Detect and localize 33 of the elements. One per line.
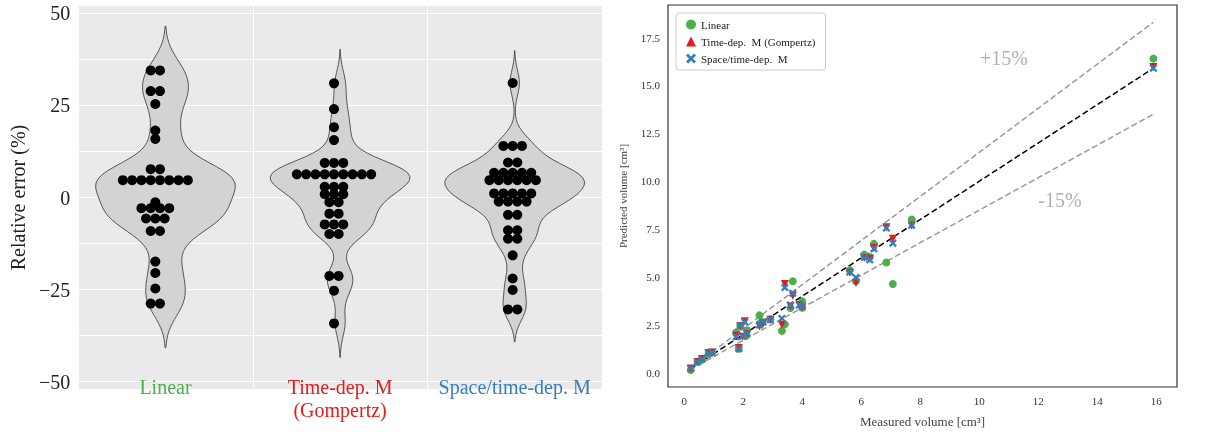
annotation: +15% <box>979 47 1028 70</box>
x-tick-label: 10 <box>973 394 986 407</box>
y-tick-label: 17.5 <box>640 31 661 44</box>
x-axis-title: Measured volume [cm³] <box>859 414 986 429</box>
x-tick-label: 8 <box>917 394 924 407</box>
y-tick-label: −25 <box>38 278 71 301</box>
x-tick-label: 6 <box>858 394 865 407</box>
y-tick-label: 0 <box>60 186 71 209</box>
y-tick-label: 15.0 <box>640 79 661 92</box>
y-axis-title: Relative error (%) <box>7 124 30 271</box>
y-tick-label: 12.5 <box>640 127 661 140</box>
annotation: -15% <box>1038 188 1082 211</box>
y-tick-label: 2.5 <box>646 318 661 331</box>
y-tick-label: −50 <box>38 370 71 393</box>
x-tick-label: Space/time-dep. M <box>438 375 591 399</box>
x-tick-label: 4 <box>799 394 806 407</box>
y-axis-title: Predicted volume [cm³] <box>616 143 629 249</box>
y-tick-label: 0.0 <box>646 366 661 379</box>
x-tick-label: 2 <box>740 394 746 407</box>
y-tick-label: 5.0 <box>646 271 661 284</box>
x-tick-label: Linear <box>139 375 192 398</box>
x-tick-label: 16 <box>1150 394 1163 407</box>
y-tick-label: 50 <box>50 2 71 25</box>
x-tick-label: 14 <box>1091 394 1104 407</box>
x-tick-label: Time-dep. M (Gompertz) <box>287 375 393 422</box>
x-tick-label: 0 <box>681 394 688 407</box>
y-tick-label: 10.0 <box>640 175 661 188</box>
legend-label: Linear <box>701 18 731 31</box>
legend-label: Space/time-dep. M <box>701 52 788 65</box>
legend-label: Time-dep. M (Gompertz) <box>701 35 816 49</box>
y-tick-label: 25 <box>50 94 71 117</box>
y-tick-label: 7.5 <box>646 223 661 236</box>
x-tick-label: 12 <box>1032 394 1044 407</box>
